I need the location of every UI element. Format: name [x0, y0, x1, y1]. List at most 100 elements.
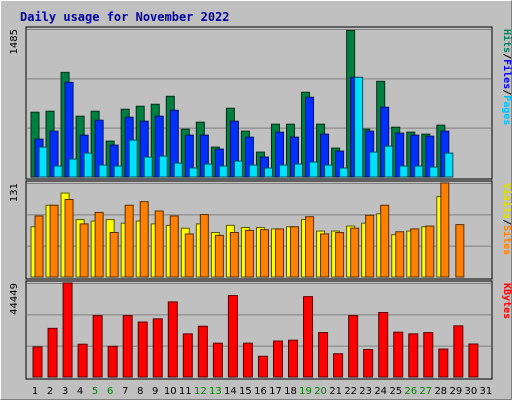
bar-kbytes: [453, 325, 464, 378]
bar-kbytes: [107, 345, 118, 378]
legend-label: Files: [501, 59, 512, 89]
bar-pages: [339, 167, 349, 178]
x-tick-label: 27: [419, 386, 432, 397]
bar-sites: [365, 214, 375, 278]
x-tick-label: 15: [239, 386, 252, 397]
legend-bottom: KBytes: [501, 283, 512, 319]
bar-kbytes: [137, 321, 148, 378]
bar-pages: [294, 163, 304, 178]
bar-pages: [203, 163, 213, 178]
bar-sites: [440, 182, 450, 278]
x-tick-label: 19: [299, 386, 312, 397]
bar-kbytes: [468, 343, 479, 378]
bar-pages: [113, 165, 123, 178]
x-tick-label: 7: [122, 386, 128, 397]
bar-kbytes: [378, 311, 389, 378]
legend-label: Hits: [501, 29, 512, 53]
x-tick-label: 3: [62, 386, 68, 397]
bar-kbytes: [77, 343, 88, 378]
ymax-label-top: 1485: [9, 29, 20, 54]
bar-sites: [154, 210, 164, 278]
bar-pages: [354, 76, 364, 178]
bar-kbytes: [423, 332, 434, 378]
bar-sites: [229, 232, 239, 278]
bar-pages: [278, 164, 288, 178]
bar-kbytes: [438, 348, 449, 378]
series-sites: [34, 182, 465, 278]
bar-kbytes: [393, 331, 404, 378]
bar-sites: [169, 215, 179, 278]
legend-middle: Visits/Sites: [501, 183, 512, 255]
bar-kbytes: [408, 333, 419, 378]
bar-kbytes: [257, 355, 268, 378]
bar-kbytes: [197, 325, 208, 378]
bar-kbytes: [363, 349, 374, 378]
bar-sites: [290, 226, 300, 278]
bar-sites: [380, 204, 390, 278]
legend-label: Sites: [501, 225, 512, 255]
bar-kbytes: [32, 346, 43, 378]
bar-kbytes: [167, 301, 178, 378]
x-tick-label: 21: [329, 386, 342, 397]
ymax-label-middle: 131: [9, 183, 20, 202]
legend-label: Pages: [501, 95, 512, 125]
bar-sites: [244, 229, 254, 278]
bar-kbytes: [47, 327, 58, 378]
legend-separator: /: [501, 53, 512, 59]
bar-sites: [350, 227, 360, 278]
bar-sites: [124, 204, 134, 278]
bar-sites: [214, 234, 224, 278]
bar-pages: [369, 151, 379, 178]
legend-separator: /: [501, 89, 512, 95]
x-tick-label: 9: [152, 386, 158, 397]
x-tick-label: 5: [92, 386, 98, 397]
bar-pages: [384, 145, 394, 178]
bar-sites: [49, 204, 59, 278]
bar-sites: [64, 199, 74, 278]
bar-pages: [38, 146, 48, 178]
bar-pages: [429, 166, 439, 178]
legend-top: Hits/Files/Pages: [501, 29, 512, 125]
bar-kbytes: [333, 353, 344, 378]
bar-sites: [305, 216, 315, 278]
bar-pages: [173, 162, 183, 178]
x-tick-label: 1: [32, 386, 38, 397]
legend-separator: /: [501, 219, 512, 225]
bar-kbytes: [182, 333, 193, 378]
bar-kbytes: [242, 342, 253, 378]
x-tick-label: 2: [47, 386, 53, 397]
x-tick-label: 28: [434, 386, 447, 397]
x-tick-label: 14: [224, 386, 237, 397]
x-tick-label: 16: [254, 386, 267, 397]
series-pages: [38, 76, 454, 178]
bar-pages: [128, 139, 138, 178]
bar-pages: [68, 158, 78, 178]
bar-sites: [320, 233, 330, 278]
bar-pages: [309, 161, 319, 178]
bar-kbytes: [152, 318, 163, 378]
bar-sites: [455, 224, 465, 278]
x-tick-label: 25: [389, 386, 402, 397]
bar-sites: [94, 211, 104, 278]
bar-pages: [248, 164, 258, 178]
legend-label: KBytes: [501, 283, 512, 319]
x-tick-label: 26: [404, 386, 417, 397]
bar-pages: [218, 165, 228, 178]
bar-kbytes: [227, 295, 238, 378]
bar-sites: [274, 228, 284, 278]
x-tick-label: 12: [194, 386, 207, 397]
bar-kbytes: [92, 315, 103, 378]
bar-pages: [233, 160, 243, 178]
bar-sites: [410, 228, 420, 278]
x-tick-label: 10: [164, 386, 177, 397]
bar-sites: [184, 233, 194, 278]
bar-kbytes: [348, 315, 359, 378]
bar-pages: [263, 167, 273, 178]
x-tick-label: 11: [179, 386, 192, 397]
bar-sites: [79, 223, 89, 278]
bar-pages: [158, 155, 168, 178]
ymax-label-bottom: 44449: [9, 283, 20, 315]
bar-kbytes: [318, 332, 329, 378]
